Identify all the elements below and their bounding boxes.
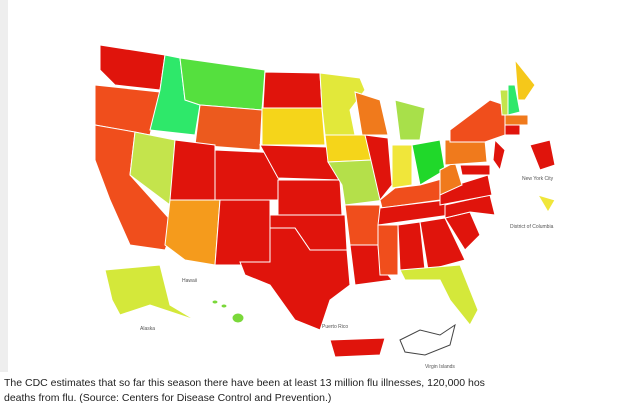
map-label: District of Columbia [510,224,554,230]
states [94,44,556,358]
map-label: Virgin Islands [425,364,455,370]
map-label: New York City [522,176,554,182]
border [0,0,8,372]
map-label: Hawaii [182,278,197,284]
map-label: Puerto Rico [322,324,348,330]
caption: deaths from flu. (Source: Centers for Di… [4,392,331,404]
caption: The CDC estimates that so far this seaso… [4,377,485,389]
map-label: Alaska [140,326,155,332]
